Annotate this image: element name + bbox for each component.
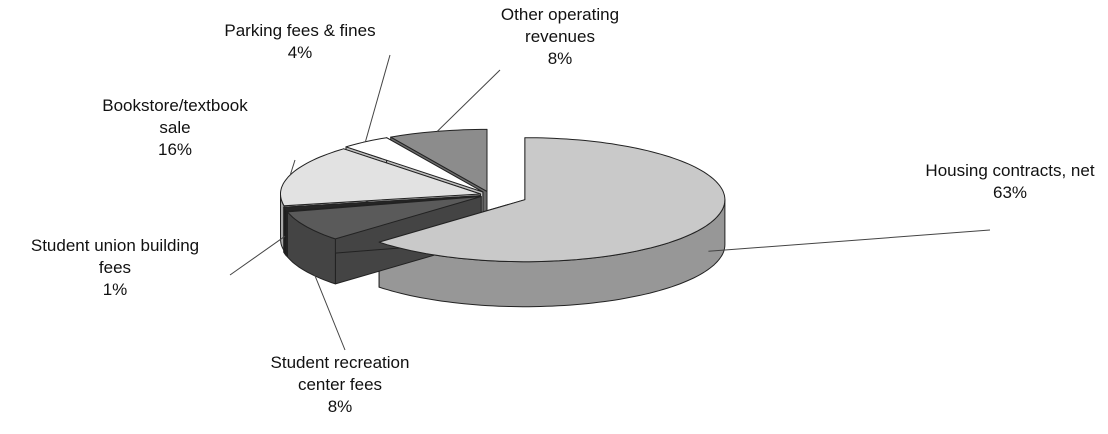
label-name: Student recreation center fees (270, 353, 410, 394)
label-value: 1% (102, 280, 128, 299)
label-value: 63% (992, 183, 1028, 202)
label-value: 16% (157, 140, 193, 159)
slice (283, 195, 481, 212)
label-name: Housing contracts, net (925, 161, 1095, 180)
slice-label: Student recreation center fees 8% (253, 352, 428, 418)
label-name: Student union building fees (30, 236, 200, 277)
slice-label: Parking fees & fines 4% (190, 20, 410, 64)
leader-line (708, 229, 991, 252)
label-value: 4% (287, 43, 313, 62)
slice (287, 196, 482, 240)
label-value: 8% (547, 49, 573, 68)
slice-label: Housing contracts, net 63% (870, 160, 1108, 204)
label-value: 8% (327, 397, 353, 416)
slice-label: Bookstore/textbook sale 16% (90, 95, 260, 161)
leader-line (364, 54, 391, 142)
label-name: Parking fees & fines (224, 21, 376, 40)
slice (280, 148, 481, 207)
label-name: Other operating revenues (500, 5, 620, 46)
slice-label: Other operating revenues 8% (485, 4, 635, 70)
slice (390, 128, 488, 192)
label-name: Bookstore/textbook sale (102, 96, 248, 137)
leader-line (289, 159, 296, 176)
slice-side (283, 206, 287, 257)
leader-line (436, 69, 501, 132)
slice-label: Student union building fees 1% (15, 235, 215, 301)
slice (378, 137, 726, 263)
leader-line (229, 235, 286, 276)
leader-line (305, 253, 346, 351)
